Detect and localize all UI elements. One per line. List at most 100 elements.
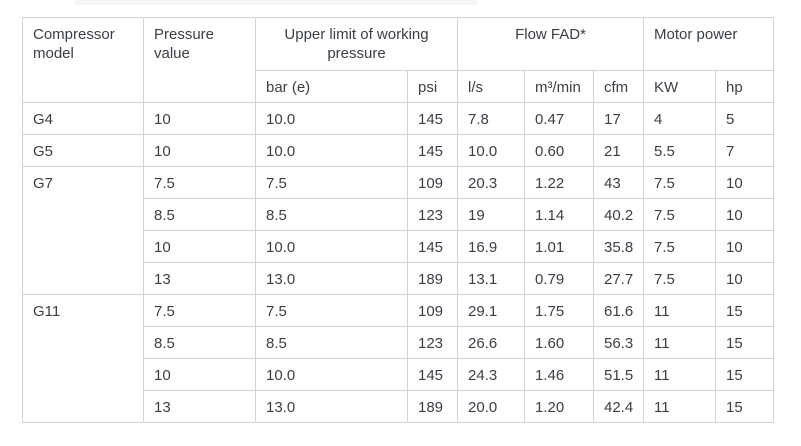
cell: 11 (643, 358, 717, 391)
cell: 7.5 (255, 166, 408, 199)
table-row-g7-1: G7 7.5 7.5 109 20.3 1.22 43 7.5 10 (22, 166, 775, 295)
cell: 0.60 (524, 134, 594, 167)
cell: 20.0 (457, 390, 525, 423)
cell: 123 (407, 198, 458, 231)
cell: 8.5 (255, 198, 408, 231)
cell: 24.3 (457, 358, 525, 391)
cell: 10 (715, 166, 775, 199)
cell: 0.47 (524, 102, 594, 135)
cell: 56.3 (592, 326, 645, 359)
cell: 7 (715, 134, 775, 167)
cell: 35.8 (592, 230, 645, 263)
cell: 10 (143, 134, 256, 167)
cell: 7.5 (643, 198, 717, 231)
cell: 123 (407, 326, 458, 359)
cell: 10.0 (255, 358, 408, 391)
subheader-psi: psi (407, 70, 458, 103)
header-upper-limit-working-pressure: Upper limit of working pressure (255, 17, 458, 71)
cell: 109 (407, 294, 458, 327)
cell: 1.22 (524, 166, 594, 199)
cell: 21 (592, 134, 645, 167)
cell: 40.2 (592, 198, 645, 231)
cell: 15 (715, 358, 775, 391)
cell: 145 (407, 134, 458, 167)
cell: 8.5 (255, 326, 408, 359)
cell: 10.0 (255, 230, 408, 263)
cell: 145 (407, 358, 458, 391)
cell: 15 (715, 294, 775, 327)
cell: 1.14 (524, 198, 594, 231)
table-row-g7-2: 8.5 8.5 123 19 1.14 40.2 7.5 10 (23, 198, 775, 231)
cell: 13 (143, 262, 256, 295)
cell: 5 (715, 102, 775, 135)
cell: 1.60 (524, 326, 594, 359)
cell: 17 (592, 102, 645, 135)
cell: 10 (143, 358, 256, 391)
cell: 20.3 (457, 166, 525, 199)
cell: 7.8 (457, 102, 525, 135)
cell: 15 (715, 390, 775, 423)
cell: 51.5 (592, 358, 645, 391)
cell: 42.4 (592, 390, 645, 423)
header-sub-row: bar (e) psi l/s m³/min cfm KW hp (23, 70, 775, 103)
cell: 11 (643, 294, 717, 327)
cell: 1.46 (524, 358, 594, 391)
header-compressor-model: Compressor model (22, 17, 144, 103)
cropped-element-edge (75, 0, 477, 5)
table-row-g11-1: G11 7.5 7.5 109 29.1 1.75 61.6 11 15 (22, 294, 775, 423)
cell: 19 (457, 198, 525, 231)
subheader-cfm: cfm (592, 70, 645, 103)
table-row-g7-4: 13 13.0 189 13.1 0.79 27.7 7.5 10 (23, 262, 775, 295)
table-header: Compressor model Pressure value Upper li… (22, 17, 775, 103)
cell: 7.5 (143, 294, 256, 327)
cell: 10 (715, 198, 775, 231)
subheader-bar-e: bar (e) (255, 70, 408, 103)
table-row-g4: G4 10 10.0 145 7.8 0.47 17 4 5 (22, 102, 775, 135)
table-row-g11-2: 8.5 8.5 123 26.6 1.60 56.3 11 15 (23, 326, 775, 359)
cell: 13.1 (457, 262, 525, 295)
cell: 10.0 (255, 102, 408, 135)
cell: 10 (143, 230, 256, 263)
cell: 7.5 (643, 262, 717, 295)
table-row-g5: G5 10 10.0 145 10.0 0.60 21 5.5 7 (22, 134, 775, 167)
header-pressure-value: Pressure value (143, 17, 256, 103)
cell: 11 (643, 390, 717, 423)
model-cell: G11 (22, 294, 144, 423)
subheader-hp: hp (715, 70, 775, 103)
cell: 10.0 (457, 134, 525, 167)
cell: 13.0 (255, 390, 408, 423)
cell: 11 (643, 326, 717, 359)
subheader-kw: KW (643, 70, 717, 103)
cell: 7.5 (255, 294, 408, 327)
header-flow-fad: Flow FAD* (456, 17, 645, 71)
header-group-row: Compressor model Pressure value Upper li… (22, 17, 775, 103)
model-cell: G7 (22, 166, 144, 295)
cell: 7.5 (643, 230, 717, 263)
table-row-g11-4: 13 13.0 189 20.0 1.20 42.4 11 15 (23, 390, 775, 423)
cell: 109 (407, 166, 458, 199)
cell: 43 (592, 166, 645, 199)
table-row-g11-3: 10 10.0 145 24.3 1.46 51.5 11 15 (23, 358, 775, 391)
cell: 0.79 (524, 262, 594, 295)
cell: 61.6 (592, 294, 645, 327)
compressor-spec-table: Compressor model Pressure value Upper li… (22, 17, 775, 423)
cell: 27.7 (592, 262, 645, 295)
cell: 26.6 (457, 326, 525, 359)
cell: 4 (643, 102, 717, 135)
cell: 1.75 (524, 294, 594, 327)
subheader-l-per-s: l/s (457, 70, 525, 103)
cell: 29.1 (457, 294, 525, 327)
cell: 13 (143, 390, 256, 423)
cell: 5.5 (643, 134, 717, 167)
cell: 16.9 (457, 230, 525, 263)
cell: 1.01 (524, 230, 594, 263)
cell: 145 (407, 230, 458, 263)
table-row-g7-3: 10 10.0 145 16.9 1.01 35.8 7.5 10 (23, 230, 775, 263)
subheader-m3-per-min: m³/min (524, 70, 594, 103)
cell: 1.20 (524, 390, 594, 423)
table-body: G4 10 10.0 145 7.8 0.47 17 4 5 G5 10 10.… (22, 102, 775, 423)
model-cell: G4 (22, 102, 144, 135)
header-motor-power: Motor power (643, 17, 775, 71)
cell: 10 (143, 102, 256, 135)
cell: 189 (407, 390, 458, 423)
